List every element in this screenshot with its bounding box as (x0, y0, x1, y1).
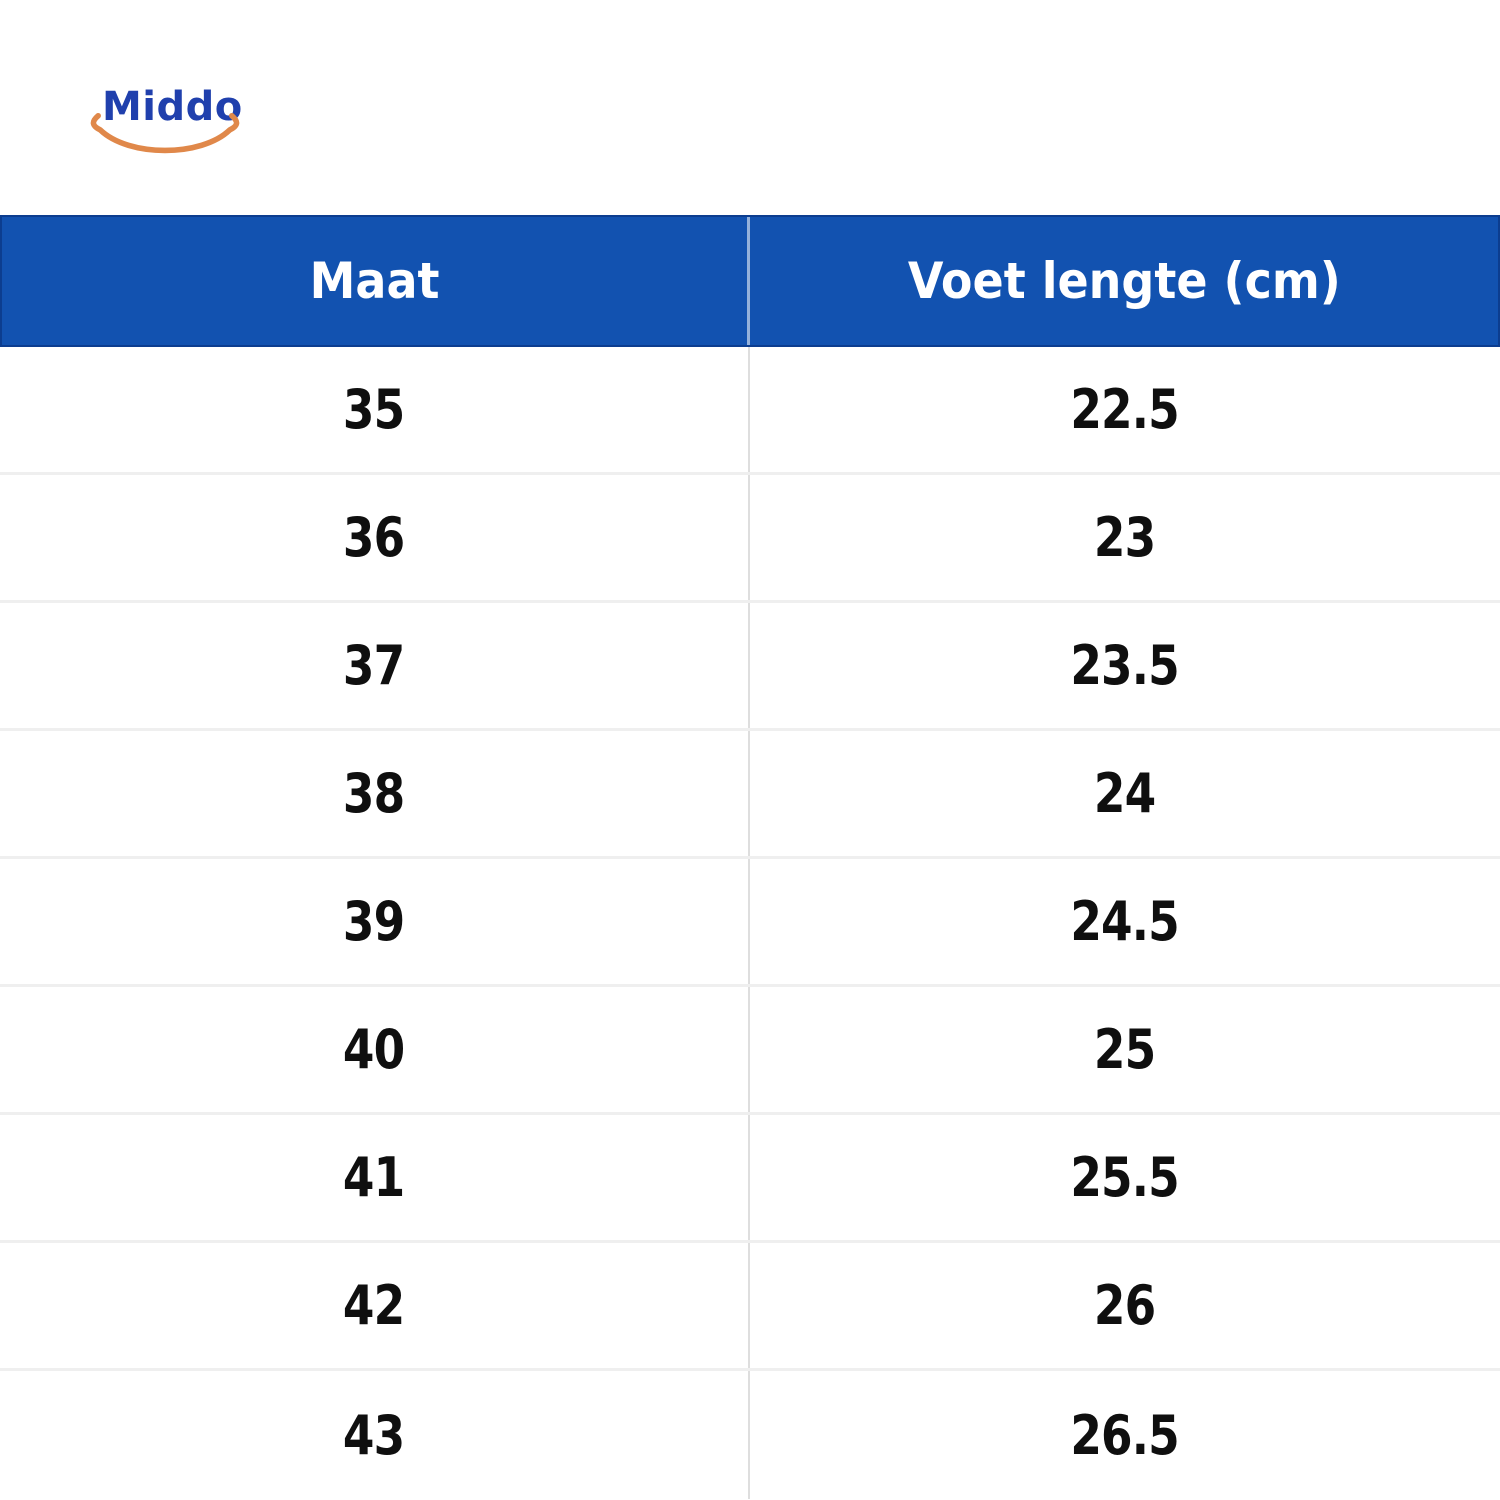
maat-cell: 40 (0, 987, 750, 1112)
table-row: 40 25 (0, 987, 1500, 1115)
voet-lengte-cell: 26 (1094, 1274, 1156, 1337)
table-row: 41 25.5 (0, 1115, 1500, 1243)
table-row: 43 26.5 (0, 1371, 1500, 1499)
voet-lengte-cell: 26.5 (1070, 1403, 1180, 1467)
size-table: Maat Voet lengte (cm) 35 22.5 36 23 37 2… (0, 215, 1500, 1499)
maat-cell: 43 (0, 1371, 750, 1499)
smile-swoosh-icon (90, 112, 240, 154)
table-row: 37 23.5 (0, 603, 1500, 731)
column-header-voet-lengte: Voet lengte (cm) (907, 252, 1341, 310)
smile-path (90, 112, 240, 154)
table-body: 35 22.5 36 23 37 23.5 38 24 39 (0, 347, 1500, 1499)
table-row: 35 22.5 (0, 347, 1500, 475)
column-header-maat: Maat (2, 217, 750, 345)
table-row: 36 23 (0, 475, 1500, 603)
table-header-row: Maat Voet lengte (cm) (0, 215, 1500, 347)
maat-cell: 38 (0, 731, 750, 856)
voet-lengte-cell: 25 (1094, 1018, 1156, 1081)
voet-lengte-cell: 23.5 (1070, 634, 1180, 697)
voet-lengte-cell: 24.5 (1070, 890, 1180, 953)
voet-lengte-cell: 24 (1094, 762, 1156, 825)
brand-logo-text: Middo (102, 84, 243, 130)
table-row: 38 24 (0, 731, 1500, 859)
maat-cell: 41 (0, 1115, 750, 1240)
brand-logo: Middo (84, 82, 254, 177)
maat-cell: 37 (0, 603, 750, 728)
maat-cell: 36 (0, 475, 750, 600)
voet-lengte-cell: 23 (1094, 506, 1156, 569)
table-row: 42 26 (0, 1243, 1500, 1371)
voet-lengte-cell: 25.5 (1070, 1146, 1180, 1209)
maat-cell: 42 (0, 1243, 750, 1368)
maat-cell: 39 (0, 859, 750, 984)
maat-cell: 35 (0, 347, 750, 472)
table-row: 39 24.5 (0, 859, 1500, 987)
voet-lengte-cell: 22.5 (1070, 378, 1180, 441)
